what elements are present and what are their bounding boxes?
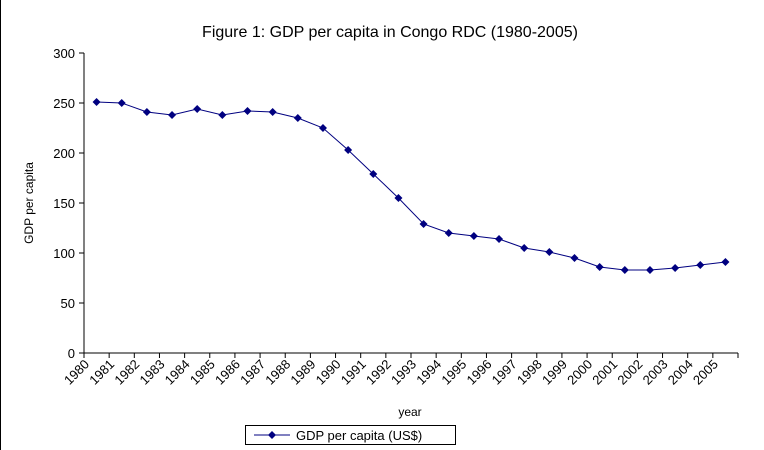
y-tick-label: 100 bbox=[53, 246, 75, 261]
x-tick-label: 2001 bbox=[589, 357, 620, 388]
x-tick-label: 1994 bbox=[413, 357, 444, 388]
x-tick-label: 1984 bbox=[162, 357, 193, 388]
data-point-marker bbox=[193, 105, 202, 113]
data-point-marker bbox=[721, 258, 730, 266]
data-point-marker bbox=[318, 124, 327, 132]
data-point-marker bbox=[168, 111, 177, 119]
data-point-marker bbox=[620, 266, 629, 274]
x-tick-label: 1986 bbox=[212, 357, 243, 388]
legend-marker-icon bbox=[254, 431, 290, 439]
y-axis-title: GDP per capita bbox=[22, 162, 36, 244]
data-point-marker bbox=[469, 232, 478, 240]
x-tick-label: 1989 bbox=[287, 357, 318, 388]
data-point-marker bbox=[218, 111, 227, 119]
y-tick-label: 150 bbox=[53, 196, 75, 211]
data-point-marker bbox=[243, 107, 252, 115]
y-tick-label: 300 bbox=[53, 46, 75, 61]
series-layer bbox=[92, 98, 730, 274]
data-point-marker bbox=[595, 263, 604, 271]
x-tick-label: 2000 bbox=[564, 357, 595, 388]
chart-border-left bbox=[0, 0, 1, 450]
x-tick-label: 1988 bbox=[262, 357, 293, 388]
data-point-marker bbox=[369, 170, 378, 178]
x-tick-label: 1992 bbox=[363, 357, 394, 388]
data-point-marker bbox=[570, 254, 579, 262]
x-tick-label: 1987 bbox=[237, 357, 268, 388]
data-point-marker bbox=[444, 229, 453, 237]
data-point-marker bbox=[520, 244, 529, 252]
data-point-marker bbox=[495, 235, 504, 243]
data-point-marker bbox=[293, 114, 302, 122]
x-tick-label: 2004 bbox=[665, 357, 696, 388]
y-tick-label: 50 bbox=[61, 296, 75, 311]
x-tick-label: 2005 bbox=[690, 357, 721, 388]
data-point-marker bbox=[696, 261, 705, 269]
x-tick-label: 1982 bbox=[111, 357, 142, 388]
x-tick-label: 1991 bbox=[338, 357, 369, 388]
x-tick-label: 1993 bbox=[388, 357, 419, 388]
y-tick-label: 0 bbox=[68, 346, 75, 361]
series-line bbox=[96, 101, 726, 271]
data-point-marker bbox=[545, 248, 554, 256]
data-point-marker bbox=[671, 264, 680, 272]
x-tick-label: 2002 bbox=[614, 357, 645, 388]
data-point-marker bbox=[92, 98, 101, 106]
data-point-marker bbox=[394, 194, 403, 202]
y-tick-label: 200 bbox=[53, 146, 75, 161]
data-point-marker bbox=[268, 108, 277, 116]
legend: GDP per capita (US$) bbox=[245, 425, 456, 445]
axes: 0501001502002503001980198119821983198419… bbox=[53, 46, 739, 388]
x-tick-label: 1980 bbox=[61, 357, 92, 388]
chart-title: Figure 1: GDP per capita in Congo RDC (1… bbox=[202, 24, 578, 41]
legend-label: GDP per capita (US$) bbox=[296, 427, 423, 443]
x-tick-label: 1995 bbox=[438, 357, 469, 388]
data-point-marker bbox=[419, 220, 428, 228]
x-axis-title: year bbox=[398, 405, 421, 419]
x-tick-label: 2003 bbox=[640, 357, 671, 388]
data-point-marker bbox=[142, 108, 151, 116]
x-tick-label: 1990 bbox=[313, 357, 344, 388]
x-tick-label: 1985 bbox=[187, 357, 218, 388]
data-point-marker bbox=[344, 146, 353, 154]
data-point-marker bbox=[645, 266, 654, 274]
x-tick-label: 1997 bbox=[489, 357, 520, 388]
x-tick-label: 1996 bbox=[464, 357, 495, 388]
x-tick-label: 1983 bbox=[137, 357, 168, 388]
y-tick-label: 250 bbox=[53, 96, 75, 111]
x-tick-label: 1998 bbox=[514, 357, 545, 388]
x-tick-label: 1981 bbox=[86, 357, 117, 388]
x-tick-label: 1999 bbox=[539, 357, 570, 388]
data-point-marker bbox=[117, 99, 126, 107]
